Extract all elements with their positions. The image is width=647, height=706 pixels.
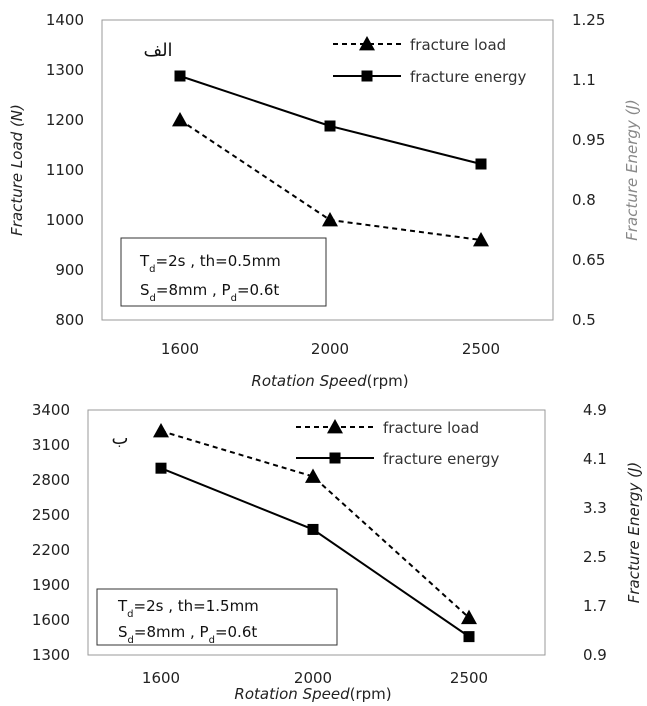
- plot-area: [101, 19, 554, 321]
- x-tick-label: 2000: [294, 669, 332, 687]
- info-box: [120, 237, 327, 307]
- y-right-tick-label: 0.95: [572, 131, 605, 149]
- x-axis-title-main: Rotation Speed: [251, 372, 367, 390]
- y-right-axis-title: Fracture Energy (J): [623, 99, 641, 240]
- info-line: Td=2s , th=0.5mm: [139, 252, 281, 275]
- data-point-square: [174, 70, 186, 82]
- y-left-tick-label: 1100: [46, 161, 84, 179]
- info-line: Td=2s , th=1.5mm: [117, 597, 259, 620]
- y-right-tick-label: 1.25: [572, 11, 605, 29]
- info-subscript: d: [209, 635, 215, 646]
- legend-label: fracture load: [383, 419, 479, 437]
- x-tick-label: 2000: [311, 340, 349, 358]
- data-point-triangle: [461, 609, 477, 625]
- y-left-tick-label: 1600: [32, 611, 70, 629]
- y-left-tick-label: 1300: [46, 61, 84, 79]
- info-text: S: [118, 623, 128, 641]
- y-right-tick-label: 0.9: [583, 646, 607, 664]
- y-left-tick-label: 1900: [32, 576, 70, 594]
- y-left-tick-label: 900: [55, 261, 84, 279]
- data-point-triangle: [153, 423, 169, 438]
- y-right-tick-label: 4.1: [583, 450, 607, 468]
- data-point-square: [307, 523, 319, 535]
- x-tick-label: 1600: [142, 669, 180, 687]
- panel-label: الف: [143, 40, 172, 61]
- y-left-tick-label: 1000: [46, 211, 84, 229]
- legend-label: fracture energy: [410, 68, 526, 86]
- y-left-axis-title: Fracture Load (N): [8, 104, 26, 236]
- info-text: T: [117, 597, 128, 615]
- info-text: =8mm , P: [134, 623, 209, 641]
- y-right-tick-label: 4.9: [583, 401, 607, 419]
- data-point-square: [324, 120, 336, 132]
- legend-marker-square: [361, 70, 373, 82]
- legend-marker-triangle: [327, 419, 343, 434]
- y-right-axis-title: Fracture Energy (J): [625, 462, 643, 603]
- data-point-triangle: [473, 232, 489, 247]
- info-line: Sd=8mm , Pd=0.6t: [118, 623, 257, 646]
- info-text: =0.6t: [237, 281, 279, 299]
- y-left-tick-label: 1300: [32, 646, 70, 664]
- info-text: =2s , th=1.5mm: [134, 597, 259, 615]
- y-left-tick-label: 1200: [46, 111, 84, 129]
- info-subscript: d: [127, 609, 133, 620]
- y-left-tick-label: 1400: [46, 11, 84, 29]
- info-subscript: d: [150, 293, 156, 304]
- x-tick-label: 1600: [161, 340, 199, 358]
- info-box: [96, 588, 338, 646]
- x-axis-title-unit: (rpm): [367, 372, 409, 390]
- data-point-triangle: [322, 212, 338, 227]
- y-left-tick-label: 2500: [32, 506, 70, 524]
- info-text: S: [140, 281, 150, 299]
- y-right-tick-label: 0.5: [572, 311, 596, 329]
- x-tick-label: 2500: [450, 669, 488, 687]
- legend-marker-square: [329, 452, 341, 464]
- legend-marker-triangle: [359, 36, 375, 51]
- info-subscript: d: [149, 264, 155, 275]
- x-axis-title-unit: (rpm): [350, 685, 392, 703]
- y-left-tick-label: 2200: [32, 541, 70, 559]
- data-point-square: [463, 631, 475, 643]
- y-left-tick-label: 3100: [32, 436, 70, 454]
- info-text: =8mm , P: [156, 281, 231, 299]
- y-right-tick-label: 3.3: [583, 499, 607, 517]
- y-left-tick-label: 2800: [32, 471, 70, 489]
- info-line: Sd=8mm , Pd=0.6t: [140, 281, 279, 304]
- y-left-tick-label: 3400: [32, 401, 70, 419]
- info-subscript: d: [231, 293, 237, 304]
- x-axis-title: Rotation Speed(rpm): [234, 685, 391, 703]
- y-left-tick-label: 800: [55, 311, 84, 329]
- x-axis-title: Rotation Speed(rpm): [251, 372, 408, 390]
- y-right-tick-label: 2.5: [583, 548, 607, 566]
- x-tick-label: 2500: [462, 340, 500, 358]
- y-right-tick-label: 1.1: [572, 71, 596, 89]
- data-point-triangle: [172, 112, 188, 127]
- y-right-tick-label: 1.7: [583, 597, 607, 615]
- y-right-tick-label: 0.65: [572, 251, 605, 269]
- legend-label: fracture load: [410, 36, 506, 54]
- data-point-triangle: [305, 468, 321, 483]
- panel-label: ب: [112, 428, 129, 449]
- plot-area: [87, 409, 546, 656]
- series-line-fracture-load: [160, 430, 470, 619]
- data-point-square: [475, 158, 487, 170]
- info-text: =0.6t: [215, 623, 257, 641]
- info-text: T: [139, 252, 150, 270]
- x-axis-title-main: Rotation Speed: [234, 685, 350, 703]
- info-subscript: d: [128, 635, 134, 646]
- data-point-square: [155, 462, 167, 474]
- legend-label: fracture energy: [383, 450, 499, 468]
- y-right-tick-label: 0.8: [572, 191, 596, 209]
- info-text: =2s , th=0.5mm: [156, 252, 281, 270]
